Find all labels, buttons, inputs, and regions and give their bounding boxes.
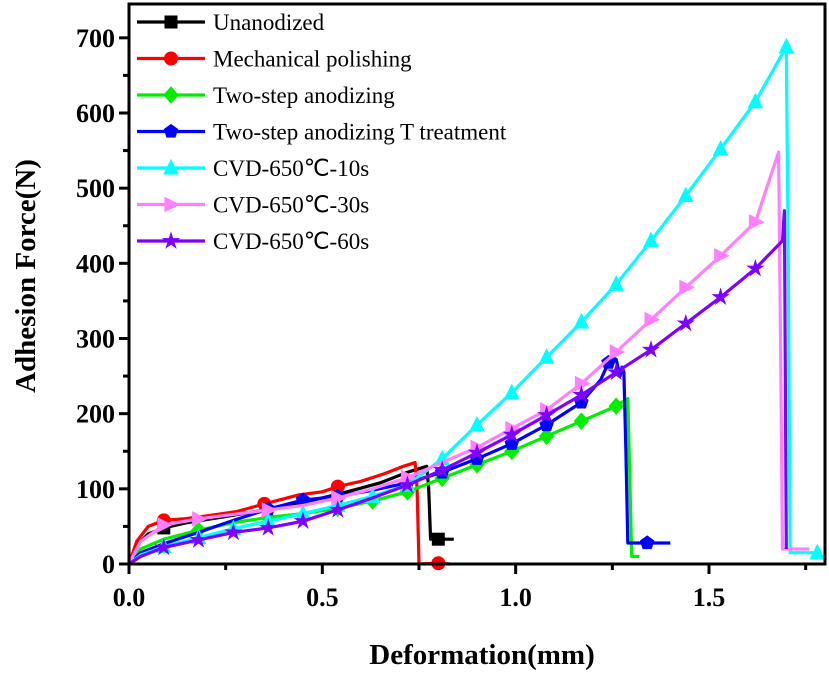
series-layer [127, 37, 826, 571]
data-point [258, 518, 278, 536]
data-point [537, 405, 556, 424]
legend-item: Two-step anodizing [137, 83, 395, 108]
data-point [328, 500, 348, 518]
data-point [398, 475, 417, 493]
data-point [539, 417, 554, 432]
data-point [679, 279, 695, 296]
data-point [573, 312, 590, 329]
data-point [677, 186, 694, 203]
y-tick-label: 0 [102, 550, 115, 579]
legend-marker-icon [164, 15, 178, 29]
data-point [641, 340, 661, 358]
legend-item: CVD-650℃-60s [137, 229, 369, 254]
series-4 [128, 37, 826, 566]
legend-marker-icon [164, 51, 178, 66]
legend-marker-icon [161, 231, 181, 249]
y-tick-label: 100 [76, 475, 115, 504]
series-5 [127, 150, 810, 565]
legend-item: Unanodized [137, 10, 325, 35]
series-3 [127, 354, 671, 566]
data-point [644, 311, 661, 328]
x-tick-label: 0.5 [306, 583, 339, 612]
data-point [711, 287, 730, 306]
legend-marker-icon [163, 158, 179, 175]
legend-item: CVD-650℃-30s [137, 193, 369, 218]
data-point [331, 490, 347, 506]
series-line [128, 209, 788, 566]
data-point [189, 530, 208, 548]
data-point [714, 248, 730, 264]
data-point [572, 385, 591, 403]
legend-marker-icon [163, 123, 179, 138]
x-tick-label: 1.5 [693, 583, 726, 612]
data-point [261, 502, 278, 518]
data-point [574, 375, 591, 392]
y-tick-label: 600 [76, 99, 115, 128]
legend-marker-icon [163, 86, 179, 104]
x-tick-label: 0.0 [113, 583, 146, 612]
data-point [224, 522, 243, 541]
legend-item: Two-step anodizing T treatment [137, 120, 507, 145]
data-point [469, 415, 485, 432]
data-point [573, 412, 590, 430]
data-point [192, 511, 208, 527]
data-point [467, 443, 487, 461]
data-point [608, 397, 624, 415]
legend-label: CVD-650℃-60s [213, 229, 369, 254]
data-point [502, 425, 522, 443]
data-point [639, 535, 655, 550]
y-tick-label: 700 [76, 24, 115, 53]
x-axis: 0.0 0.5 1.0 1.5 [113, 564, 808, 612]
data-point [809, 543, 826, 560]
data-point [154, 537, 174, 556]
data-point [608, 275, 625, 291]
legend-marker-icon [164, 196, 181, 213]
legend-label: CVD-650℃-10s [213, 156, 369, 181]
x-tick-label: 1.0 [499, 583, 532, 612]
data-point [293, 511, 313, 530]
legend-label: Two-step anodizing T treatment [213, 120, 507, 145]
data-point [432, 460, 452, 478]
series-6 [128, 209, 788, 566]
data-point [746, 258, 765, 277]
data-point [609, 344, 626, 360]
data-point [606, 362, 626, 381]
legend: Unanodized Mechanical polishing Two-step a… [137, 10, 507, 254]
x-axis-title: Deformation(mm) [369, 639, 594, 671]
data-point [676, 313, 696, 332]
plot-frame [127, 2, 827, 566]
data-point [538, 427, 555, 445]
legend-item: Mechanical polishing [137, 47, 412, 72]
legend-item: CVD-650℃-10s [137, 156, 369, 181]
data-point [431, 532, 445, 546]
data-point [643, 231, 659, 248]
data-point [748, 214, 765, 230]
data-point [157, 517, 173, 533]
data-point [538, 348, 555, 364]
legend-label: Unanodized [213, 10, 325, 35]
data-point [778, 37, 795, 54]
legend-label: CVD-650℃-30s [213, 193, 369, 218]
y-tick-label: 200 [76, 400, 115, 429]
series-line [127, 355, 671, 566]
y-tick-label: 400 [76, 249, 115, 278]
y-axis-title: Adhesion Force(N) [10, 159, 42, 393]
y-axis: 0 100 200 300 400 500 600 700 [76, 24, 129, 579]
series-line [127, 150, 810, 565]
y-tick-label: 300 [76, 324, 115, 353]
legend-label: Mechanical polishing [213, 47, 412, 72]
legend-label: Two-step anodizing [213, 83, 395, 108]
data-point [747, 92, 764, 109]
y-tick-label: 500 [76, 174, 115, 203]
data-point [503, 383, 520, 400]
data-point [712, 139, 729, 156]
